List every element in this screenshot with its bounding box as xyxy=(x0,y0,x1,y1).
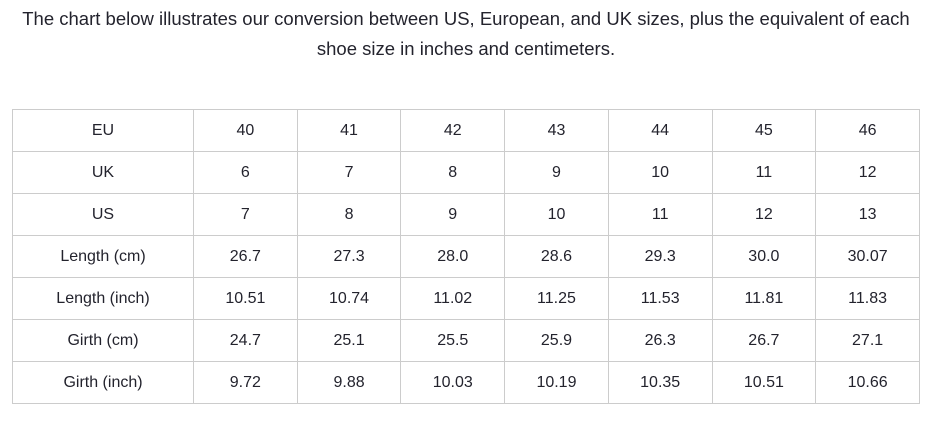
table-cell: 26.7 xyxy=(193,235,298,278)
row-header: UK xyxy=(12,151,194,194)
row-header: Length (inch) xyxy=(12,277,194,320)
table-cell: 42 xyxy=(400,109,506,152)
table-row: UK 6 7 8 9 10 11 12 xyxy=(12,151,920,194)
table-cell: 9 xyxy=(504,151,609,194)
table-cell: 10.19 xyxy=(504,361,609,404)
table-cell: 30.0 xyxy=(711,235,817,278)
table-cell: 30.07 xyxy=(815,235,920,278)
table-cell: 24.7 xyxy=(193,319,298,362)
table-cell: 28.0 xyxy=(400,235,506,278)
table-row: Girth (inch) 9.72 9.88 10.03 10.19 10.35 10.51… xyxy=(12,361,920,404)
table-cell: 44 xyxy=(607,109,713,152)
row-header: Girth (inch) xyxy=(12,361,194,404)
table-cell: 10.51 xyxy=(193,277,298,320)
table-cell: 7 xyxy=(193,193,298,236)
table-cell: 45 xyxy=(711,109,817,152)
table-cell: 41 xyxy=(296,109,402,152)
table-cell: 12 xyxy=(815,151,920,194)
table-row: US 7 8 9 10 11 12 13 xyxy=(12,193,920,236)
table-cell: 46 xyxy=(815,109,920,152)
table-cell: 10.51 xyxy=(711,361,817,404)
table-cell: 10 xyxy=(504,193,609,236)
page-title: The chart below illustrates our conversi… xyxy=(22,8,910,59)
table-cell: 29.3 xyxy=(607,235,713,278)
row-header: EU xyxy=(12,109,194,152)
table-cell: 13 xyxy=(815,193,920,236)
table-cell: 10.35 xyxy=(607,361,713,404)
table-cell: 11.53 xyxy=(607,277,713,320)
table-cell: 8 xyxy=(296,193,402,236)
table-cell: 25.9 xyxy=(504,319,609,362)
table-cell: 27.3 xyxy=(296,235,402,278)
table-cell: 8 xyxy=(400,151,506,194)
table-cell: 10.66 xyxy=(815,361,920,404)
table-row: Girth (cm) 24.7 25.1 25.5 25.9 26.3 26.7 27.1 xyxy=(12,319,920,362)
table-cell: 9.72 xyxy=(193,361,298,404)
table-cell: 11.81 xyxy=(711,277,817,320)
table-cell: 10 xyxy=(607,151,713,194)
table-cell: 11.25 xyxy=(504,277,609,320)
size-conversion-table: EU 40 41 42 43 44 45 46 UK 6 7 8 9 10 11 12 US 7 8 9 10 11 12 1… xyxy=(12,109,920,404)
table-cell: 7 xyxy=(296,151,402,194)
table-cell: 11 xyxy=(711,151,817,194)
table-cell: 10.74 xyxy=(296,277,402,320)
table-cell: 43 xyxy=(504,109,609,152)
table-cell: 10.03 xyxy=(400,361,506,404)
table-cell: 27.1 xyxy=(815,319,920,362)
table-cell: 12 xyxy=(711,193,817,236)
table-cell: 26.7 xyxy=(711,319,817,362)
table-cell: 28.6 xyxy=(504,235,609,278)
table-cell: 9.88 xyxy=(296,361,402,404)
row-header: Length (cm) xyxy=(12,235,194,278)
table-cell: 25.1 xyxy=(296,319,402,362)
table-cell: 11 xyxy=(607,193,713,236)
table-cell: 6 xyxy=(193,151,298,194)
table-row: Length (inch) 10.51 10.74 11.02 11.25 11.53 11… xyxy=(12,277,920,320)
table-cell: 9 xyxy=(400,193,506,236)
row-header: Girth (cm) xyxy=(12,319,194,362)
table-row: Length (cm) 26.7 27.3 28.0 28.6 29.3 30.0 30.07 xyxy=(12,235,920,278)
table-cell: 11.02 xyxy=(400,277,506,320)
size-table-body: EU 40 41 42 43 44 45 46 UK 6 7 8 9 10 11 12 US 7 8 9 10 11 12 1… xyxy=(12,109,920,404)
table-cell: 40 xyxy=(193,109,298,152)
table-cell: 11.83 xyxy=(815,277,920,320)
table-row: EU 40 41 42 43 44 45 46 xyxy=(12,109,920,152)
row-header: US xyxy=(12,193,194,236)
table-cell: 25.5 xyxy=(400,319,506,362)
table-cell: 26.3 xyxy=(607,319,713,362)
